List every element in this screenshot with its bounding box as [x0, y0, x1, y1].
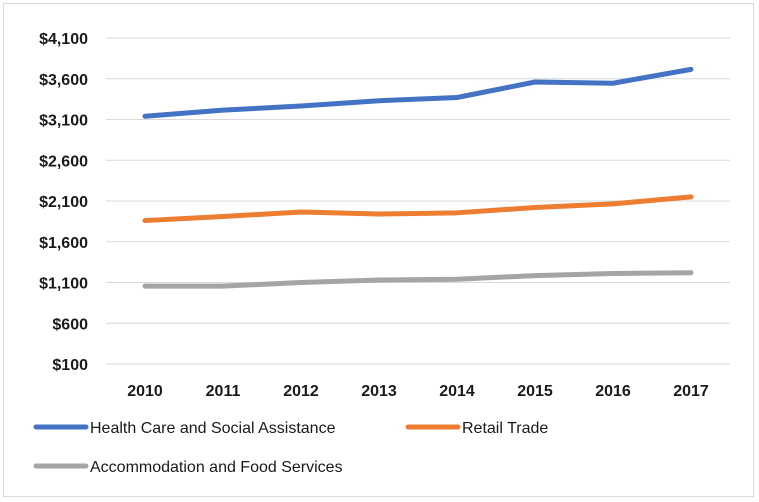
gridlines	[106, 37, 730, 365]
legend-label: Health Care and Social Assistance	[90, 420, 336, 437]
legend-label: Accommodation and Food Services	[90, 459, 343, 476]
x-tick-label: 2016	[595, 383, 631, 400]
x-tick-label: 2013	[361, 383, 397, 400]
series-lines	[142, 66, 694, 289]
y-tick-label: $1,100	[39, 276, 88, 293]
series-line-1	[142, 194, 694, 224]
y-tick-label: $600	[52, 316, 88, 333]
x-tick-label: 2017	[673, 383, 709, 400]
legend: Health Care and Social Assistance Retail …	[33, 420, 548, 476]
legend-label: Retail Trade	[462, 420, 548, 437]
x-tick-label: 2015	[517, 383, 553, 400]
x-tick-label: 2014	[439, 383, 475, 400]
x-tick-label: 2011	[206, 383, 241, 400]
y-tick-label: $3,600	[39, 72, 88, 89]
y-tick-label: $2,100	[39, 194, 88, 211]
y-tick-label: $2,600	[39, 153, 88, 170]
chart-frame	[3, 3, 754, 497]
x-tick-label: 2012	[283, 383, 319, 400]
y-tick-label: $4,100	[39, 31, 88, 48]
y-tick-label: $1,600	[39, 235, 88, 252]
series-line-0	[142, 66, 694, 119]
x-tick-label: 2010	[127, 383, 163, 400]
y-axis-ticks: $100 $600 $1,100 $1,600 $2,100 $2,600 $3,100 $3…	[39, 31, 88, 374]
series-line-2	[142, 270, 694, 289]
y-tick-label: $100	[52, 357, 88, 374]
x-axis-ticks: 2010 2011 2012 2013 2014 2015 2016 2017	[127, 383, 709, 400]
y-tick-label: $3,100	[39, 113, 88, 130]
